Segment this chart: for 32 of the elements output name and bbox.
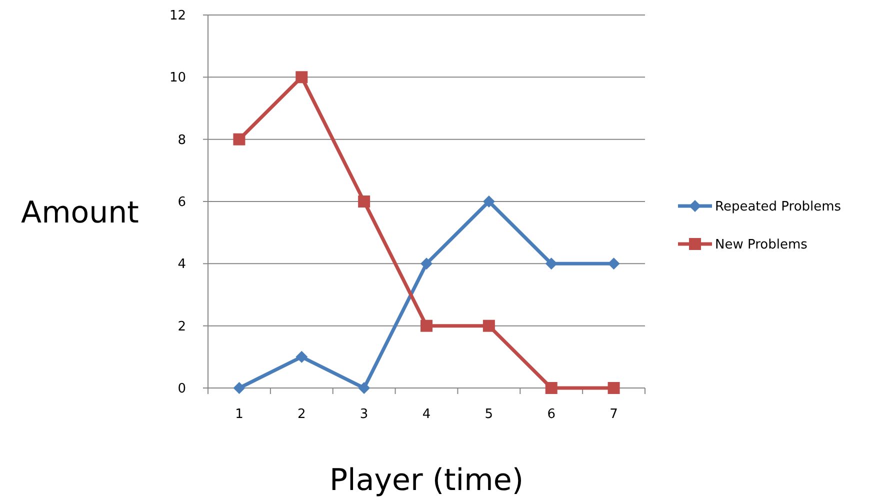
legend-label: New Problems: [715, 238, 808, 253]
y-tick-label: 8: [178, 132, 186, 148]
point: [420, 320, 432, 332]
point: [358, 382, 370, 394]
legend-label: Repeated Problems: [715, 200, 842, 215]
x-tick-label: 7: [610, 407, 618, 422]
point: [545, 258, 558, 270]
y-tick-label: 6: [178, 195, 186, 210]
point: [296, 71, 308, 84]
x-tick-label: 5: [484, 407, 494, 422]
point: [233, 133, 246, 146]
y-axis-title: Amount: [21, 196, 140, 230]
point: [608, 382, 620, 394]
point: [233, 382, 246, 394]
point: [608, 258, 620, 270]
x-axis-title: Player (time): [329, 463, 524, 498]
x-tick-label: 3: [360, 407, 368, 422]
x-tick-label: 1: [235, 407, 244, 422]
x-tick-label: 4: [422, 407, 431, 422]
point: [358, 196, 370, 208]
point: [482, 320, 495, 332]
point: [296, 350, 308, 363]
point: [420, 258, 432, 270]
y-tick-label: 12: [169, 8, 186, 24]
y-tick-label: 0: [178, 382, 186, 397]
y-tick-label: 10: [169, 70, 186, 86]
y-tick-label: 4: [178, 257, 186, 272]
x-tick-label: 2: [298, 407, 306, 422]
y-tick-label: 2: [178, 319, 186, 334]
x-tick-label: 6: [547, 407, 556, 422]
point: [545, 382, 558, 394]
point: [482, 196, 495, 208]
